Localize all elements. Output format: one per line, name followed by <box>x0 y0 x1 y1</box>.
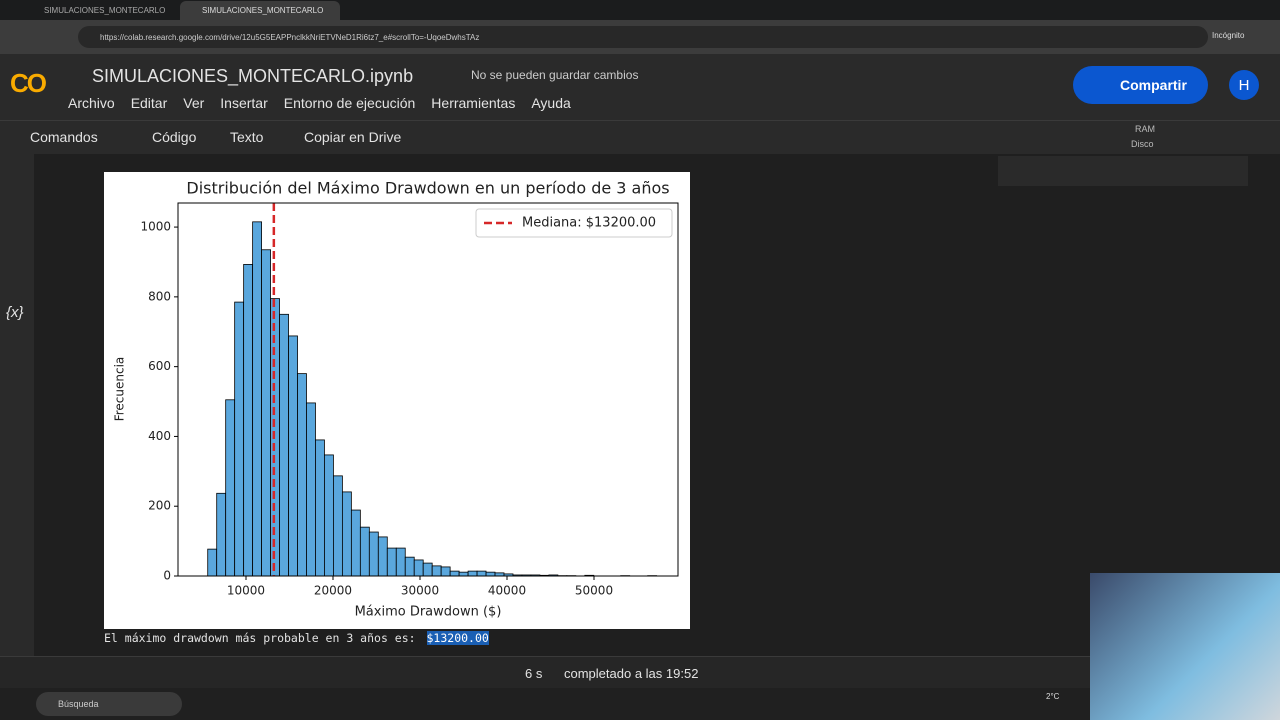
y-tick-label: 600 <box>148 359 171 373</box>
menu-item[interactable]: Entorno de ejecución <box>283 95 416 111</box>
bar <box>377 536 388 577</box>
bar <box>368 531 379 577</box>
disk-label: Disco <box>1131 139 1154 149</box>
bar <box>413 559 424 577</box>
plot-frame <box>177 202 679 577</box>
y-tick-label: 0 <box>163 569 171 583</box>
bar <box>288 335 298 577</box>
menu-bar: Archivo Editar Ver Insertar Entorno de ejecu… <box>68 95 571 111</box>
bar <box>350 509 361 577</box>
tab-strip: SIMULACIONES_MONTECARLO SIMULACIONES_MON… <box>0 0 1280 20</box>
x-tick-label: 10000 <box>227 584 265 598</box>
bar <box>485 571 496 577</box>
commands[interactable]: Comandos <box>30 129 98 145</box>
bar <box>324 454 334 577</box>
variables-icon[interactable]: {x} <box>6 304 24 321</box>
logo[interactable]: CO <box>10 68 47 98</box>
bar <box>252 221 262 577</box>
bar <box>216 492 227 577</box>
sidebar: {x} <box>0 154 34 690</box>
bar <box>261 249 271 577</box>
tab[interactable]: SIMULACIONES_MONTECARLO <box>44 6 166 15</box>
bar <box>422 562 433 577</box>
bar <box>440 566 451 577</box>
chart: Distribución del Máximo Drawdown en un p… <box>104 172 690 629</box>
address-bar-row: https://colab.research.google.com/drive/… <box>0 20 1280 54</box>
output-text: El máximo drawdown más probable en 3 año… <box>104 631 416 645</box>
bar <box>234 301 245 577</box>
bar <box>279 313 289 577</box>
bar <box>395 547 406 577</box>
bar <box>386 547 397 577</box>
y-tick-label: 200 <box>148 499 171 513</box>
y-tick-label: 800 <box>148 289 171 303</box>
x-tick-label: 30000 <box>401 584 439 598</box>
add-code[interactable]: Código <box>152 129 197 145</box>
status-bar: 6 s completado a las 19:52 <box>0 656 1280 688</box>
duration: 6 s <box>525 666 543 681</box>
chart-title: Distribución del Máximo Drawdown en un p… <box>186 179 669 198</box>
legend-box <box>475 208 673 238</box>
bar <box>404 556 415 577</box>
toolbar: Comandos Código Texto Copiar en Drive RA… <box>0 120 1280 154</box>
bar <box>315 439 325 577</box>
bar <box>243 264 254 577</box>
share-button[interactable]: Compartir <box>1073 66 1208 104</box>
legend-label: Mediana: $13200.00 <box>522 216 656 231</box>
cell-toolbar <box>998 156 1248 186</box>
menu-item[interactable]: Ver <box>183 95 205 111</box>
y-tick-label: 400 <box>148 429 171 443</box>
taskbar-search[interactable]: Búsqueda <box>36 692 182 716</box>
x-tick-label: 40000 <box>488 584 526 598</box>
weather: 2°C <box>1046 692 1060 701</box>
y-tick-label: 1000 <box>140 220 171 234</box>
tab-active[interactable]: SIMULACIONES_MONTECARLO <box>180 1 340 20</box>
filename[interactable]: SIMULACIONES_MONTECARLO.ipynb <box>92 66 414 86</box>
copy-drive[interactable]: Copiar en Drive <box>304 129 402 145</box>
menu-item[interactable]: Archivo <box>68 95 115 111</box>
bar <box>306 402 316 577</box>
menu-item[interactable]: Ayuda <box>531 95 571 111</box>
save-status: No se pueden guardar cambios <box>471 68 639 82</box>
bar <box>458 571 469 577</box>
bar <box>449 570 460 577</box>
output-line: El máximo drawdown más probable en 3 año… <box>104 631 489 645</box>
address-bar[interactable]: https://colab.research.google.com/drive/… <box>78 26 1208 48</box>
y-axis-label: Frecuencia <box>113 357 127 422</box>
menu-item[interactable]: Editar <box>130 95 168 111</box>
bar <box>467 570 478 577</box>
x-axis-label: Máximo Drawdown ($) <box>355 605 502 620</box>
taskbar: Búsqueda 2°C <box>0 688 1280 720</box>
menu-item[interactable]: Herramientas <box>431 95 516 111</box>
bar <box>297 373 307 577</box>
x-tick-label: 50000 <box>575 584 613 598</box>
bar <box>359 526 370 577</box>
bar <box>476 570 487 577</box>
ram-label: RAM <box>1135 124 1155 134</box>
webcam-overlay <box>1090 573 1280 720</box>
menu-item[interactable]: Insertar <box>220 95 268 111</box>
add-text[interactable]: Texto <box>230 129 264 145</box>
bar <box>431 565 442 577</box>
output-highlight: $13200.00 <box>426 631 489 645</box>
avatar[interactable]: H <box>1229 70 1259 100</box>
bar <box>341 491 352 577</box>
bar <box>225 399 236 577</box>
profile[interactable]: Incógnito <box>1212 31 1245 40</box>
bar <box>333 475 343 577</box>
x-tick-label: 20000 <box>314 584 352 598</box>
completed: completado a las 19:52 <box>564 666 699 681</box>
colab-header: CO SIMULACIONES_MONTECARLO.ipynb No se p… <box>0 54 1280 154</box>
bar <box>207 548 218 577</box>
